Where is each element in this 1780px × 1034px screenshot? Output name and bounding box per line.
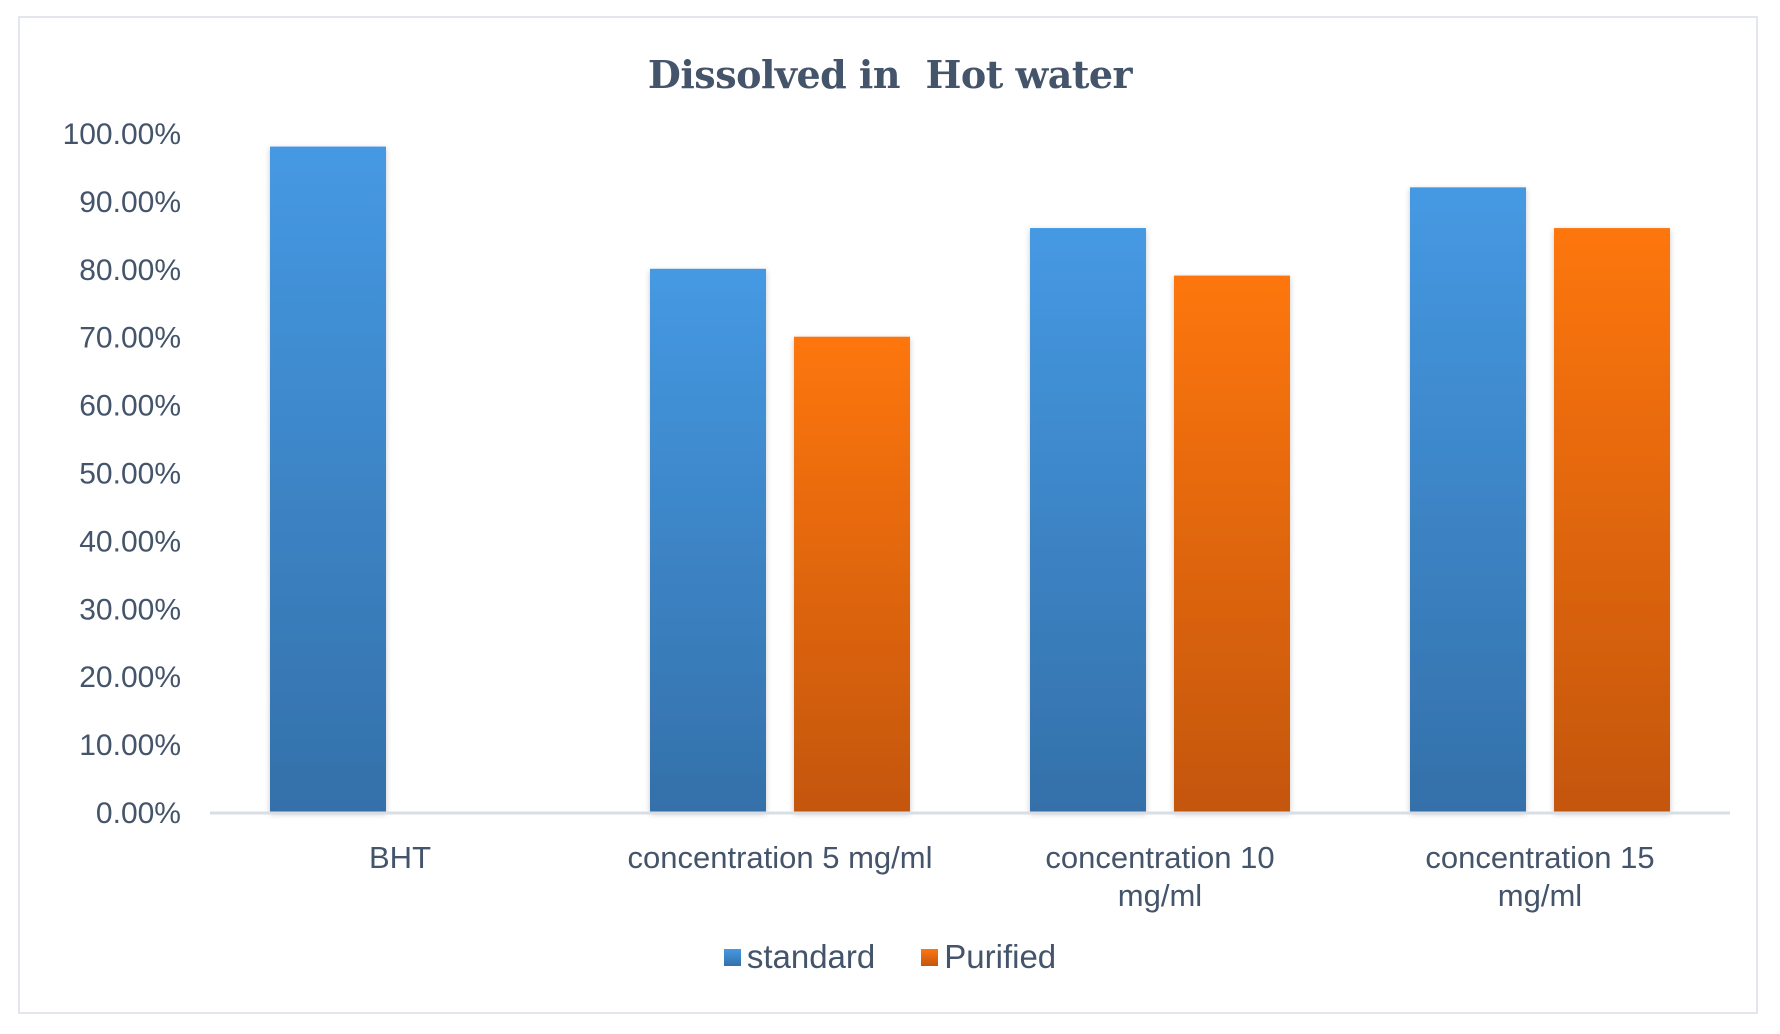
- legend-item-standard: standard: [723, 938, 876, 976]
- y-tick-label: 70.00%: [79, 322, 181, 355]
- y-tick-label: 90.00%: [79, 186, 181, 219]
- y-tick-label: 40.00%: [79, 525, 181, 558]
- legend-swatch-standard: [723, 948, 741, 966]
- y-tick-label: 60.00%: [79, 390, 181, 423]
- bar-standard-2: [1030, 228, 1146, 812]
- x-category-label: concentration 5 mg/ml: [628, 840, 933, 875]
- legend: standard Purified: [0, 938, 1780, 976]
- legend-swatch-purified: [921, 948, 939, 966]
- y-tick-label: 80.00%: [79, 254, 181, 287]
- y-tick-label: 20.00%: [79, 661, 181, 694]
- y-tick-label: 50.00%: [79, 458, 181, 491]
- y-tick-label: 10.00%: [79, 729, 181, 762]
- bar-standard-3: [1410, 187, 1526, 812]
- x-category-label: concentration 15: [1425, 840, 1654, 875]
- x-category-label: mg/ml: [1118, 878, 1202, 913]
- bar-standard-1: [650, 268, 766, 812]
- x-category-label: BHT: [369, 840, 431, 875]
- y-tick-label: 30.00%: [79, 593, 181, 626]
- bar-purified-3: [1554, 228, 1670, 812]
- bar-standard-0: [270, 146, 386, 812]
- x-category-label: mg/ml: [1498, 878, 1582, 913]
- legend-item-purified: Purified: [921, 938, 1056, 976]
- x-category-label: concentration 10: [1045, 840, 1274, 875]
- legend-label-purified: Purified: [944, 938, 1057, 975]
- y-tick-label: 100.00%: [63, 118, 181, 151]
- bar-purified-1: [794, 336, 910, 812]
- bar-purified-2: [1174, 275, 1290, 813]
- y-tick-label: 0.00%: [96, 797, 181, 830]
- legend-label-standard: standard: [746, 938, 876, 975]
- chart-title: Dissolved in Hot water: [647, 52, 1133, 97]
